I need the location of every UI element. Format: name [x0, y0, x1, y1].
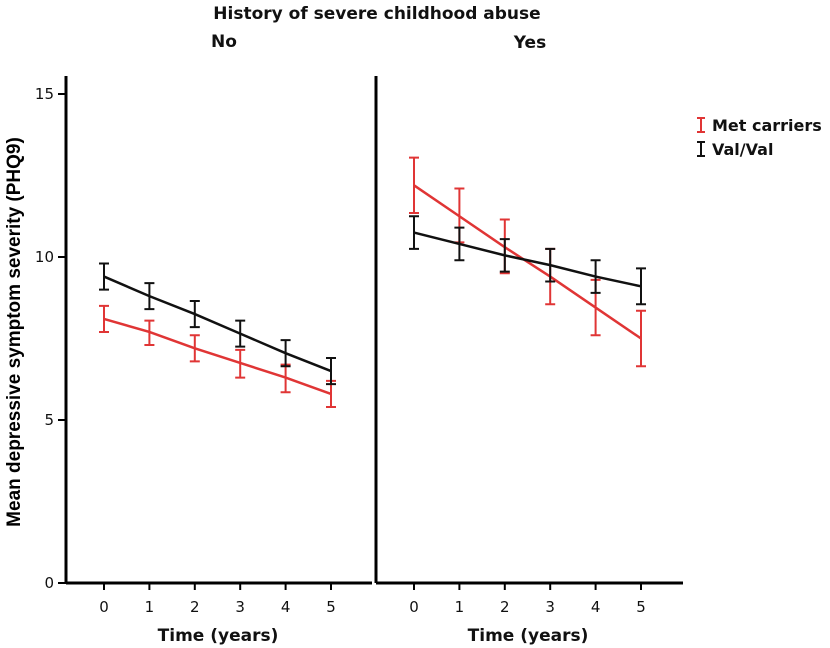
error-bar-met-carriers: [636, 309, 646, 368]
x-tick-label: 2: [500, 598, 510, 616]
y-tick-label: 15: [35, 85, 54, 103]
legend: Met carriers Val/Val: [697, 116, 822, 159]
error-bar-val-val: [280, 339, 291, 368]
error-bar-val-val: [590, 259, 601, 294]
y-tick-label: 10: [35, 248, 54, 266]
x-ticks-right: 0 1 2 3 4 5: [409, 583, 646, 616]
legend-errorbar-icon-val: [697, 141, 705, 157]
x-tick-label: 0: [409, 598, 419, 616]
error-bar-val-val: [326, 357, 336, 386]
x-tick-label: 1: [145, 598, 155, 616]
error-bar-val-val: [189, 300, 200, 329]
series-line-val-val-panel-2: [413, 231, 642, 288]
error-bar-val-val: [636, 267, 646, 306]
panel-label-yes: Yes: [513, 33, 546, 53]
y-tick-label: 0: [44, 574, 54, 592]
x-axis-label-right: Time (years): [468, 626, 589, 646]
x-tick-label: 3: [545, 598, 555, 616]
error-bar-met-carriers: [99, 304, 109, 333]
error-bar-met-carriers: [189, 334, 200, 363]
y-tick-label: 5: [44, 411, 54, 429]
x-tick-label: 4: [281, 598, 291, 616]
error-bar-val-val: [235, 319, 246, 348]
legend-label-val-val: Val/Val: [712, 140, 773, 159]
series-line-met-carriers-panel-2: [413, 184, 642, 340]
plot-axes: [64, 76, 683, 585]
error-bar-met-carriers: [144, 319, 155, 347]
x-axis-label-left: Time (years): [158, 626, 279, 646]
x-tick-label: 0: [99, 598, 109, 616]
series-line-met-carriers-panel-1: [103, 317, 332, 396]
legend-errorbar-icon-met: [697, 117, 705, 133]
x-tick-label: 3: [235, 598, 245, 616]
error-bar-val-val: [499, 238, 510, 273]
series-layer: [99, 156, 646, 408]
legend-item-val-val: Val/Val: [697, 140, 773, 159]
x-ticks-left: 0 1 2 3 4 5: [99, 583, 336, 616]
chart-title: History of severe childhood abuse: [213, 4, 540, 24]
y-axis-label: Mean depressive symptom severity (PHQ9): [4, 137, 25, 527]
error-bar-met-carriers: [409, 156, 419, 214]
x-tick-label: 4: [591, 598, 601, 616]
x-tick-label: 1: [455, 598, 465, 616]
error-bar-val-val: [144, 282, 155, 311]
error-bar-val-val: [454, 226, 465, 262]
x-tick-label: 5: [636, 598, 646, 616]
series-line-val-val-panel-1: [103, 275, 332, 373]
legend-item-met-carriers: Met carriers: [697, 116, 822, 135]
error-bar-val-val: [99, 262, 109, 291]
legend-label-met-carriers: Met carriers: [712, 116, 822, 135]
error-bar-val-val: [409, 215, 419, 250]
x-tick-label: 2: [190, 598, 200, 616]
y-ticks: 0 5 10 15: [35, 85, 66, 592]
error-bar-val-val: [545, 247, 556, 283]
panel-label-no: No: [211, 32, 237, 52]
error-bar-met-carriers: [235, 348, 246, 379]
x-tick-label: 5: [326, 598, 336, 616]
